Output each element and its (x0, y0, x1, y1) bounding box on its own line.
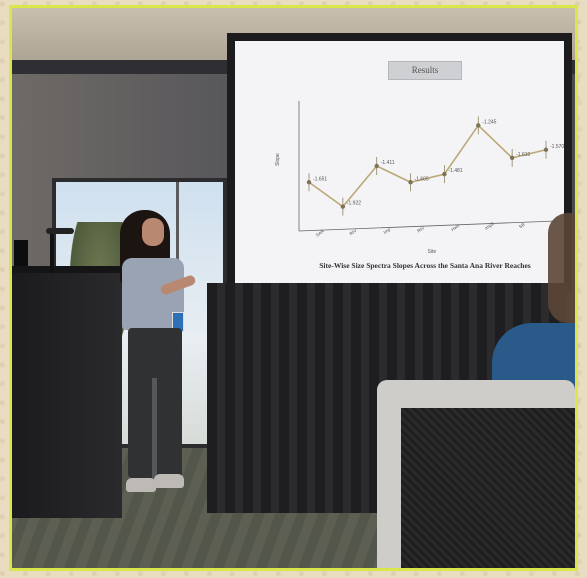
data-label: -1.570 (550, 144, 564, 150)
slide-title: Results (388, 61, 462, 80)
chair-back (401, 408, 575, 568)
y-axis-label: Slope (275, 153, 281, 166)
presenter (108, 208, 208, 508)
photo: Results -1.651 -1.922 -1.411 -1.605 -1.481 -1… (12, 8, 575, 568)
x-axis (298, 220, 557, 232)
x-tick-label: SAR (315, 228, 326, 238)
audience-member-hair (548, 213, 575, 323)
right-shoe (154, 474, 184, 488)
microphone (46, 228, 74, 234)
presenter-face (142, 218, 164, 246)
data-point (543, 147, 549, 152)
leg-gap (152, 378, 157, 478)
foreground-chair (377, 380, 575, 568)
x-tick-label: Hws (450, 223, 461, 233)
x-tick-label: RIV (349, 228, 358, 236)
slide: Results -1.651 -1.922 -1.411 -1.605 -1.481 -1… (235, 41, 564, 283)
data-label: -1.922 (347, 201, 361, 207)
data-label: -1.481 (448, 168, 462, 174)
projector-screen: Results -1.651 -1.922 -1.411 -1.605 -1.481 -1… (227, 33, 572, 291)
left-shoe (126, 478, 156, 492)
microphone-stand (50, 233, 54, 273)
data-point (442, 171, 447, 177)
series-line (308, 124, 547, 208)
data-point (340, 204, 346, 209)
data-point (374, 163, 379, 169)
audience-member (492, 323, 575, 388)
line-chart: -1.651 -1.922 -1.411 -1.605 -1.481 -1.245 -1.6… (275, 101, 564, 255)
data-label: -1.245 (482, 119, 496, 125)
x-tick-label: Imp2 (484, 221, 495, 231)
x-tick-label: SB (518, 222, 526, 230)
podium (12, 273, 122, 518)
data-point (509, 155, 515, 161)
x-tick-label: RIV (416, 225, 425, 233)
data-point (408, 180, 413, 185)
data-label: -1.610 (516, 152, 530, 158)
confidence-monitor (14, 240, 28, 270)
x-axis-label: Site (428, 249, 437, 255)
data-point (476, 123, 481, 128)
data-label: -1.605 (415, 176, 429, 182)
data-label: -1.411 (381, 160, 395, 166)
chart-caption: Site-Wise Size Spectra Slopes Across the… (319, 261, 531, 270)
x-tick-label: Imp (382, 226, 391, 235)
photo-frame: Results -1.651 -1.922 -1.411 -1.605 -1.481 -1… (9, 5, 578, 571)
data-label: -1.651 (313, 176, 327, 182)
data-point (306, 180, 312, 185)
